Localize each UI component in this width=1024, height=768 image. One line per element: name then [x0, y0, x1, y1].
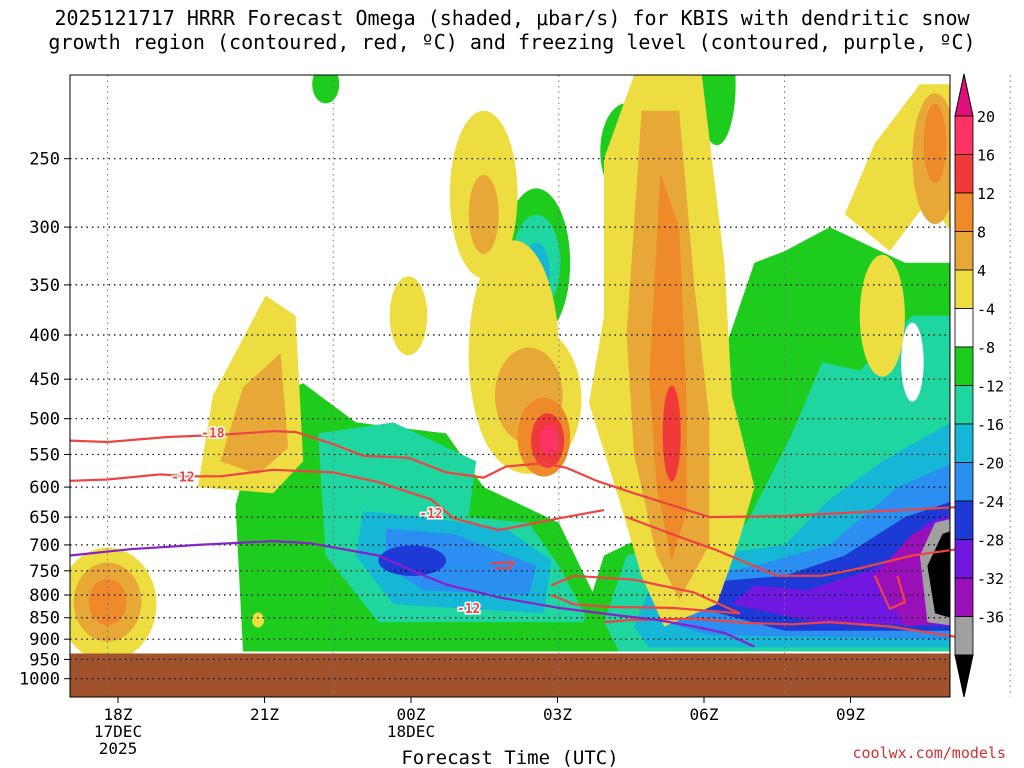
colorbar-swatch-10 — [954, 500, 974, 540]
chart-title: 2025121717 HRRR Forecast Omega (shaded, … — [0, 6, 1024, 54]
shade-neg-20a — [378, 545, 447, 576]
y-tick-label-300: 300 — [29, 218, 60, 238]
dgz-contour-0 — [69, 430, 958, 519]
shade-pos-left-12 — [88, 578, 127, 626]
colorbar-swatch-13 — [954, 616, 974, 656]
contour-label-2: -12 — [419, 507, 442, 522]
x-tick-label-6-1: 18DEC — [387, 722, 435, 741]
dgz-contour-2 — [626, 516, 958, 577]
colorbar-swatch-0 — [954, 115, 974, 155]
omega-shading — [70, 75, 950, 661]
y-tick-label-950: 950 — [29, 650, 60, 670]
colorbar: 20 16 12 8 4 -4 -8 -12 -16 -20 -24 -28 -32 -36 — [954, 73, 1004, 698]
colorbar-swatch-3 — [954, 231, 974, 271]
shade-pos-leftmid-8 — [220, 353, 289, 475]
colorbar-swatch-9 — [954, 462, 974, 502]
x-tick-label-6-0: 00Z — [397, 705, 426, 724]
contours — [69, 430, 958, 648]
shade-pos-col-16 — [662, 385, 681, 482]
y-axis: 2503003504004505005506006507007508008509… — [19, 150, 70, 690]
shade-pos-upper-4b — [389, 276, 428, 356]
colorbar-label-1: 16 — [977, 147, 995, 165]
shade-neg-small-a — [269, 488, 307, 535]
colorbar-swatch-11 — [954, 539, 974, 579]
contour-label-3: -12 — [457, 602, 480, 617]
title-line-1: 2025121717 HRRR Forecast Omega (shaded, … — [54, 6, 970, 30]
colorbar-label-13: -36 — [977, 609, 1004, 627]
colorbar-swatch-7 — [954, 385, 974, 425]
dgz-contour-4 — [491, 561, 515, 570]
shade-pos-right-12 — [923, 103, 947, 183]
x-tick-label-0-1: 17DEC — [94, 722, 142, 741]
shade-neg-36b — [927, 531, 950, 618]
x-tick-label-0-2: 2025 — [99, 739, 138, 758]
dgz-contour-1 — [69, 468, 605, 532]
dgz-contour-6 — [873, 575, 906, 610]
grid-lines — [70, 75, 1011, 697]
y-tick-label-700: 700 — [29, 536, 60, 556]
colorbar-label-0: 20 — [977, 108, 995, 126]
x-tick-label-15-0: 09Z — [836, 705, 865, 724]
y-tick-label-250: 250 — [29, 150, 60, 170]
x-axis-label: Forecast Time (UTC) — [401, 747, 618, 768]
shade-pos-mid-20 — [540, 425, 559, 456]
colorbar-swatch-4 — [954, 269, 974, 309]
colorbar-swatch-5 — [954, 308, 974, 348]
y-tick-label-400: 400 — [29, 326, 60, 346]
shade-white-hole — [901, 322, 924, 402]
colorbar-arrow-top — [954, 73, 974, 117]
shade-pos-right-4b — [859, 254, 905, 377]
y-tick-label-900: 900 — [29, 630, 60, 650]
dgz-contour-3 — [550, 574, 741, 615]
colorbar-label-8: -16 — [977, 416, 1004, 434]
y-tick-label-750: 750 — [29, 562, 60, 582]
y-tick-label-800: 800 — [29, 586, 60, 606]
colorbar-label-9: -20 — [977, 455, 1004, 473]
shade-pos-upper-8 — [468, 174, 499, 254]
y-tick-label-600: 600 — [29, 478, 60, 498]
colorbar-swatch-8 — [954, 423, 974, 463]
colorbar-label-2: 12 — [977, 185, 995, 203]
ground-fill — [70, 653, 950, 697]
shade-neg-16a — [385, 528, 537, 595]
contour-label-0: -18 — [201, 426, 225, 441]
colorbar-arrow-bottom — [954, 654, 974, 698]
y-tick-label-850: 850 — [29, 609, 60, 629]
watermark: coolwx.com/models — [852, 744, 1006, 762]
colorbar-swatch-6 — [954, 346, 974, 386]
colorbar-label-6: -8 — [977, 339, 995, 357]
colorbar-label-7: -12 — [977, 378, 1004, 396]
colorbar-swatch-2 — [954, 192, 974, 232]
shade-pos-small-a — [252, 612, 265, 628]
x-tick-label-3-0: 21Z — [250, 705, 279, 724]
y-tick-label-450: 450 — [29, 370, 60, 390]
y-tick-label-650: 650 — [29, 508, 60, 528]
colorbar-swatch-1 — [954, 154, 974, 194]
x-tick-label-12-0: 06Z — [690, 705, 719, 724]
x-tick-label-0-0: 18Z — [104, 705, 133, 724]
dgz-contour-5 — [603, 617, 958, 639]
colorbar-swatch-12 — [954, 577, 974, 617]
colorbar-label-11: -28 — [977, 532, 1004, 550]
colorbar-label-5: -4 — [977, 301, 995, 319]
colorbar-label-10: -24 — [977, 493, 1004, 511]
y-tick-label-500: 500 — [29, 410, 60, 430]
shade-neg-top-a — [312, 75, 340, 104]
title-line-2: growth region (contoured, red, ºC) and f… — [48, 30, 976, 54]
y-tick-label-550: 550 — [29, 445, 60, 465]
colorbar-label-3: 8 — [977, 224, 986, 242]
y-tick-label-1000: 1000 — [19, 670, 60, 690]
colorbar-label-4: 4 — [977, 262, 986, 280]
contour-label-1: -12 — [171, 471, 194, 486]
x-tick-label-9-0: 03Z — [543, 705, 572, 724]
freezing-level-contour — [69, 540, 755, 648]
plot-frame — [69, 74, 951, 698]
colorbar-label-12: -32 — [977, 570, 1004, 588]
y-tick-label-350: 350 — [29, 276, 60, 296]
